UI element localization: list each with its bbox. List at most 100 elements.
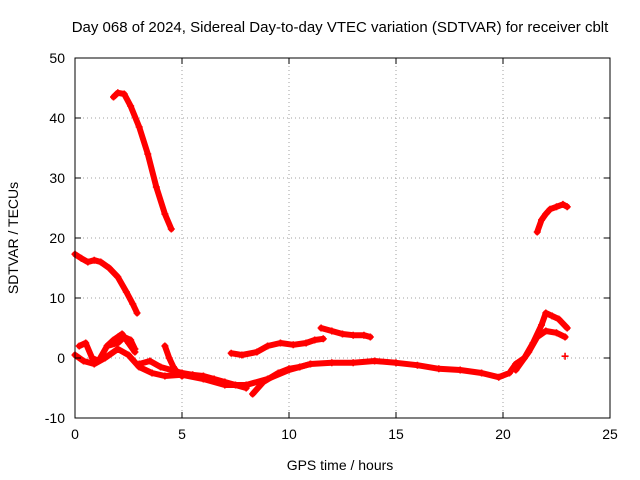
data-point: [435, 365, 443, 373]
series-arc-main-2: [135, 357, 250, 392]
data-point: [349, 331, 357, 339]
data-point: [538, 216, 546, 224]
data-point: [95, 357, 103, 365]
series-band: [72, 251, 141, 316]
data-point: [274, 369, 282, 377]
data-point: [563, 203, 571, 211]
data-point: [152, 183, 160, 191]
y-axis-label: SDTVAR / TECUs: [5, 182, 21, 294]
data-point: [328, 327, 336, 335]
data-point: [555, 315, 563, 323]
data-point: [371, 357, 379, 365]
data-point: [114, 273, 122, 281]
data-point: [478, 369, 486, 377]
data-point: [559, 200, 567, 208]
series-arc-low-1: [249, 360, 314, 398]
data-point: [75, 342, 83, 350]
data-point: [302, 339, 310, 347]
data-point: [360, 331, 368, 339]
data-point: [82, 339, 90, 347]
data-point: [125, 339, 132, 347]
data-point: [553, 203, 560, 211]
data-point: [129, 300, 137, 308]
data-point: [242, 384, 250, 392]
data-point: [366, 333, 374, 341]
data-point: [131, 348, 139, 356]
data-point: [97, 258, 105, 266]
data-point: [563, 324, 571, 332]
data-point: [339, 330, 346, 338]
data-point: [546, 205, 554, 213]
data-point: [125, 351, 132, 359]
x-tick-label: 25: [602, 426, 618, 442]
data-point: [319, 335, 327, 343]
data-point: [127, 102, 135, 110]
data-point: [525, 348, 533, 356]
data-point: [144, 150, 152, 158]
data-point: [349, 359, 357, 367]
data-point: [157, 363, 165, 371]
data-point: [199, 372, 207, 380]
data-point: [105, 264, 113, 272]
data-point: [114, 333, 122, 341]
series-arc-early-mid: [103, 330, 139, 356]
data-point: [118, 330, 126, 338]
data-point: [167, 225, 175, 233]
y-tick-label: 30: [49, 170, 65, 186]
series-arc-high-1: [110, 89, 175, 233]
data-point: [135, 123, 143, 131]
data-point: [103, 342, 111, 350]
data-point: [110, 336, 118, 344]
data-point: [114, 89, 122, 97]
data-point: [561, 333, 569, 341]
data-point: [122, 288, 130, 296]
data-point: [189, 371, 197, 379]
series-arc-late-high: [533, 200, 571, 236]
data-point: [227, 349, 235, 357]
data-point: [88, 354, 96, 362]
data-point: [289, 341, 297, 349]
data-point: [169, 363, 177, 371]
y-tick-label: 10: [49, 290, 65, 306]
data-point: [296, 363, 304, 371]
x-tick-label: 5: [178, 426, 186, 442]
data-point: [232, 381, 239, 389]
data-point: [174, 369, 182, 377]
data-point: [84, 258, 92, 266]
data-point: [533, 333, 541, 341]
data-point: [165, 354, 173, 362]
y-tick-label: 50: [49, 50, 65, 66]
series-band: [104, 331, 138, 355]
data-point: [413, 361, 421, 369]
x-axis-label: GPS time / hours: [287, 457, 394, 473]
data-point: [306, 360, 314, 368]
y-tick-label: -10: [45, 410, 65, 426]
axis-ticks: 0 5 10 15 20 25 -10 0 10 20 30 40 50: [45, 50, 618, 442]
data-point: [285, 365, 293, 373]
plot-series: [71, 89, 571, 398]
series-arc-early-tail: [161, 342, 186, 380]
data-point: [264, 342, 272, 350]
data-point: [542, 309, 550, 317]
data-point: [259, 378, 267, 386]
data-point: [77, 254, 85, 262]
data-point: [548, 312, 556, 320]
y-tick-label: 40: [49, 110, 65, 126]
data-point: [110, 93, 118, 101]
data-point: [161, 342, 169, 350]
data-point: [542, 327, 550, 335]
y-tick-label: 20: [49, 230, 65, 246]
data-point: [317, 324, 325, 332]
data-point: [210, 375, 218, 383]
data-point: [221, 378, 229, 386]
x-tick-label: 0: [71, 426, 79, 442]
x-tick-label: 15: [388, 426, 404, 442]
data-point: [146, 357, 154, 365]
data-point: [553, 329, 560, 337]
data-point: [90, 256, 98, 264]
data-point: [114, 345, 122, 353]
data-point: [512, 360, 520, 368]
data-point: [80, 357, 88, 365]
